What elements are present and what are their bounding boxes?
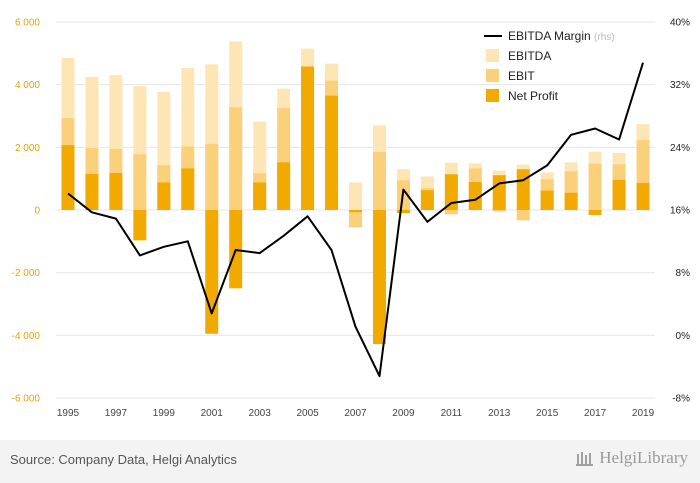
bar-ebit-2017 — [588, 163, 602, 210]
bar-net-profit-2004 — [277, 162, 291, 210]
right-axis-ticks: 40% 32% 24% 16% 8% 0% -8% — [670, 18, 690, 405]
legend-label-ebitda: EBITDA — [508, 49, 551, 63]
bar-net-profit-2014 — [516, 169, 530, 210]
bar-ebit-2013 — [492, 210, 506, 212]
x-tick-label: 2001 — [201, 408, 224, 419]
bar-net-profit-2000 — [181, 168, 195, 210]
x-tick-label: 2019 — [632, 408, 655, 419]
legend-label-net-profit: Net Profit — [508, 89, 559, 103]
right-tick-label: 24% — [670, 143, 690, 154]
x-tick-label: 2005 — [296, 408, 319, 419]
right-tick-label: -8% — [672, 394, 690, 405]
bar-net-profit-1998 — [133, 210, 147, 241]
left-tick-label: -6 000 — [12, 394, 41, 405]
bar-ebit-2011 — [444, 210, 458, 215]
helgi-library-logo: HelgiLibrary — [575, 448, 688, 468]
left-tick-label: 0 — [34, 206, 40, 217]
bar-ebit-1998 — [133, 154, 147, 210]
bar-net-profit-1995 — [61, 145, 75, 210]
bar-net-profit-2001 — [205, 210, 219, 334]
source-note: Source: Company Data, Helgi Analytics — [10, 452, 237, 467]
bar-net-profit-2007 — [349, 210, 362, 213]
bars — [61, 41, 650, 345]
bar-net-profit-2015 — [540, 190, 554, 210]
left-tick-label: -2 000 — [12, 268, 41, 279]
legend: EBITDA Margin (rhs) EBITDA EBIT Net Prof… — [484, 29, 615, 103]
legend-series-note: (rhs) — [594, 32, 615, 43]
bar-net-profit-2016 — [564, 192, 578, 210]
library-logo-icon — [576, 452, 594, 466]
legend-label-ebit: EBIT — [508, 69, 535, 83]
right-tick-label: 32% — [670, 80, 690, 91]
right-tick-label: 8% — [676, 268, 691, 279]
legend-swatch-net-profit — [486, 89, 499, 102]
right-tick-label: 16% — [670, 206, 690, 217]
x-tick-label: 2015 — [536, 408, 559, 419]
legend-label-ebitda-margin: EBITDA Margin (rhs) — [508, 29, 615, 43]
x-tick-label: 1999 — [153, 408, 176, 419]
x-tick-label: 2011 — [441, 408, 463, 419]
legend-swatch-ebitda — [486, 49, 499, 62]
bar-ebit-2007 — [349, 210, 362, 228]
right-tick-label: 40% — [670, 18, 690, 29]
x-tick-label: 2007 — [344, 408, 367, 419]
x-tick-label: 1997 — [105, 408, 128, 419]
left-tick-label: 2 000 — [15, 143, 40, 154]
x-tick-label: 2009 — [392, 408, 415, 419]
bar-net-profit-2009 — [396, 210, 410, 214]
bar-ebitda-2007 — [349, 182, 362, 210]
bar-net-profit-2011 — [444, 174, 458, 210]
legend-series-name: EBITDA Margin — [508, 29, 591, 43]
bar-net-profit-2018 — [612, 179, 626, 210]
x-tick-label: 2013 — [488, 408, 511, 419]
bar-net-profit-2003 — [253, 182, 267, 210]
gridlines — [56, 21, 655, 399]
bar-ebit-2008 — [372, 152, 386, 210]
bar-net-profit-2010 — [420, 190, 434, 210]
x-tick-label: 1995 — [57, 408, 80, 419]
left-tick-label: -4 000 — [12, 331, 41, 342]
left-tick-label: 4 000 — [15, 80, 40, 91]
bar-net-profit-1999 — [157, 182, 171, 210]
left-tick-label: 6 000 — [15, 18, 40, 29]
bar-net-profit-1996 — [85, 173, 99, 210]
bar-ebit-2014 — [516, 210, 530, 221]
bar-net-profit-2006 — [325, 95, 339, 210]
bar-net-profit-2005 — [301, 66, 315, 210]
bar-ebit-2001 — [205, 143, 219, 210]
bar-net-profit-2013 — [492, 175, 506, 210]
ebitda-margin-line-layer — [67, 62, 644, 378]
bar-net-profit-2008 — [372, 210, 386, 345]
logo-text: HelgiLibrary — [599, 448, 688, 467]
left-axis-ticks: 6 000 4 000 2 000 0 -2 000 -4 000 -6 000 — [12, 18, 41, 405]
x-axis-ticks: 1995 1997 1999 2001 2003 2005 2007 2009 2011 2013… — [57, 408, 655, 419]
bar-net-profit-2017 — [588, 210, 602, 216]
bar-ebit-2002 — [229, 107, 243, 210]
x-tick-label: 2003 — [249, 408, 272, 419]
right-tick-label: 0% — [676, 331, 691, 342]
x-tick-label: 2017 — [584, 408, 607, 419]
bar-net-profit-2012 — [468, 182, 482, 210]
bar-net-profit-1997 — [109, 173, 123, 210]
bar-net-profit-2019 — [636, 183, 650, 210]
legend-swatch-ebit — [486, 69, 499, 82]
ebitda-margin-line — [67, 62, 644, 378]
footer: Source: Company Data, Helgi Analytics He… — [0, 440, 700, 483]
chart: 6 000 4 000 2 000 0 -2 000 -4 000 -6 000 40% 32… — [12, 18, 690, 420]
